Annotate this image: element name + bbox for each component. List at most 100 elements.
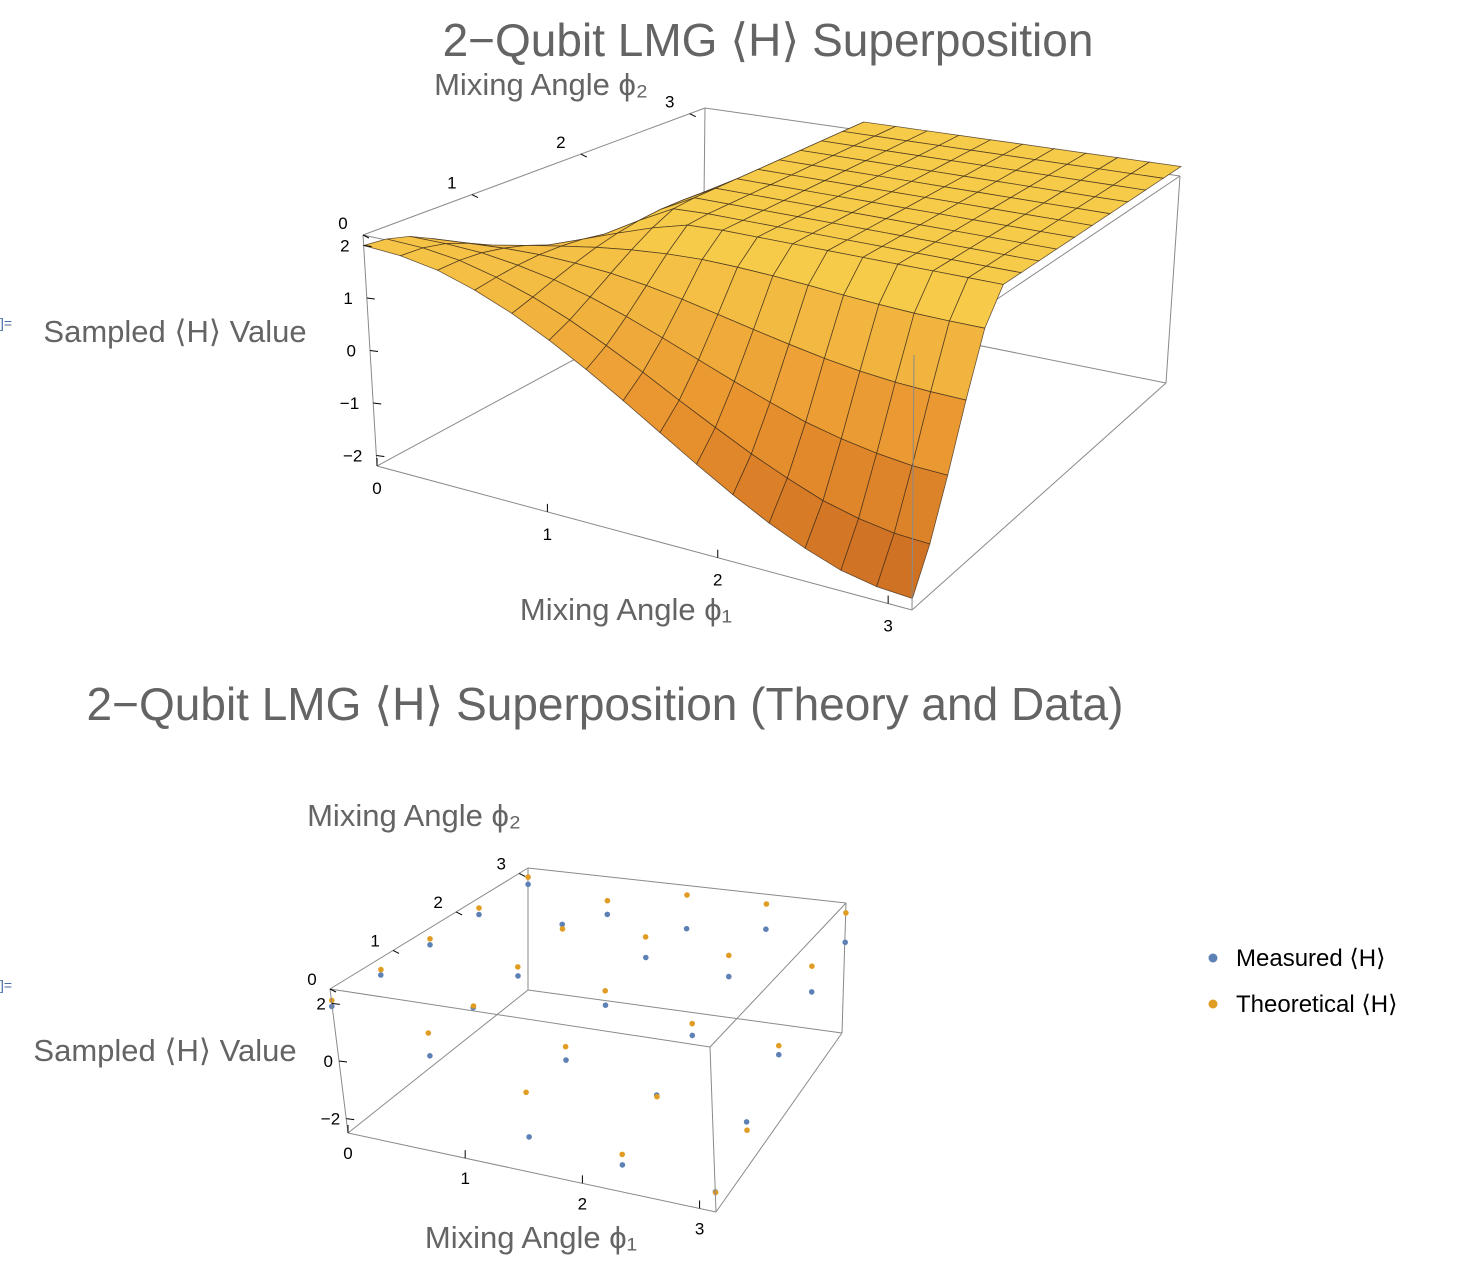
z-tick-mark bbox=[369, 350, 379, 352]
x-tick-label: 1 bbox=[543, 525, 552, 544]
measured-point bbox=[776, 1051, 782, 1058]
chart1-ticks: 0 1 2 3 0 1 2 3 −2 −1 0 1 2 bbox=[338, 93, 893, 636]
x-tick-label: 2 bbox=[713, 571, 722, 590]
x-tick-label: 0 bbox=[343, 1144, 352, 1163]
theoretical-point bbox=[476, 905, 482, 911]
chart1-title: 2−Qubit LMG ⟨H⟩ Superposition bbox=[443, 14, 1094, 66]
z-tick-label: −1 bbox=[340, 394, 359, 413]
z-tick-mark bbox=[338, 1060, 348, 1063]
theoretical-point bbox=[470, 1003, 477, 1009]
chart2-box-back bbox=[329, 867, 847, 1134]
theoretical-point bbox=[515, 964, 521, 970]
legend-theoretical-marker bbox=[1208, 999, 1218, 1009]
z-tick-mark bbox=[376, 455, 385, 457]
legend-item-theoretical[interactable]: Theoretical ⟨H⟩ bbox=[1208, 991, 1398, 1018]
measured-point bbox=[643, 954, 649, 961]
measured-point bbox=[842, 939, 848, 946]
scatter-plot[interactable]: 2−Qubit LMG ⟨H⟩ Superposition (Theory an… bbox=[0, 678, 1397, 1255]
measured-point bbox=[515, 973, 521, 979]
measured-point bbox=[559, 921, 565, 928]
y-tick-mark bbox=[392, 950, 400, 954]
theoretical-point bbox=[684, 892, 690, 898]
y-tick-label: 0 bbox=[338, 214, 347, 233]
theoretical-point bbox=[523, 1089, 529, 1096]
z-tick-mark bbox=[363, 245, 372, 247]
chart1-surface-mesh[interactable] bbox=[362, 121, 1183, 600]
y-tick-label: 1 bbox=[447, 174, 456, 193]
theoretical-point bbox=[559, 926, 566, 932]
measured-point bbox=[726, 973, 732, 980]
chart2-points[interactable] bbox=[329, 874, 849, 1196]
z-tick-label: 0 bbox=[324, 1052, 333, 1071]
legend-measured-label: Measured ⟨H⟩ bbox=[1236, 945, 1385, 972]
measured-point bbox=[525, 881, 531, 888]
theoretical-point bbox=[562, 1043, 569, 1050]
measured-point bbox=[602, 1002, 609, 1008]
z-tick-mark bbox=[373, 402, 382, 405]
z-tick-label: −2 bbox=[343, 447, 362, 466]
measured-point bbox=[427, 942, 433, 948]
y-tick-label: 2 bbox=[433, 893, 442, 912]
chart2-x-axis-label: Mixing Angle ϕ₁ bbox=[425, 1220, 637, 1255]
measured-point bbox=[743, 1119, 750, 1125]
x-tick-label: 2 bbox=[578, 1194, 587, 1213]
theoretical-point bbox=[744, 1127, 750, 1133]
theoretical-point bbox=[642, 934, 649, 940]
chart2-y-axis-label: Mixing Angle ϕ₂ bbox=[307, 798, 521, 833]
y-tick-mark bbox=[471, 194, 479, 199]
chart2-legend: Measured ⟨H⟩ Theoretical ⟨H⟩ bbox=[1208, 945, 1398, 1018]
chart1-x-axis-label: Mixing Angle ϕ₁ bbox=[520, 592, 732, 627]
legend-item-measured[interactable]: Measured ⟨H⟩ bbox=[1208, 945, 1386, 972]
y-tick-label: 0 bbox=[307, 970, 316, 989]
x-tick-label: 0 bbox=[372, 479, 381, 498]
y-tick-label: 1 bbox=[370, 931, 379, 950]
legend-theoretical-label: Theoretical ⟨H⟩ bbox=[1236, 991, 1397, 1018]
theoretical-point bbox=[525, 874, 531, 880]
x-tick-label: 3 bbox=[695, 1219, 704, 1238]
theoretical-point bbox=[602, 988, 608, 994]
surface-plot[interactable]: 2−Qubit LMG ⟨H⟩ Superposition ]= Sampled… bbox=[0, 14, 1183, 636]
x-tick-label: 1 bbox=[460, 1169, 469, 1188]
theoretical-point bbox=[425, 1030, 432, 1036]
y-tick-mark bbox=[580, 153, 588, 158]
chart1-y-axis-label: Mixing Angle ϕ₂ bbox=[434, 67, 648, 102]
measured-point bbox=[689, 1032, 696, 1039]
x-tick-label: 3 bbox=[883, 617, 892, 636]
measured-point bbox=[683, 925, 690, 932]
theoretical-point bbox=[776, 1042, 782, 1049]
z-tick-mark bbox=[366, 297, 375, 300]
theoretical-point bbox=[604, 897, 611, 904]
y-tick-mark bbox=[362, 234, 370, 239]
measured-point bbox=[427, 1053, 433, 1059]
z-tick-label: 1 bbox=[343, 289, 352, 308]
y-tick-mark bbox=[518, 872, 526, 877]
y-tick-mark bbox=[455, 911, 463, 916]
z-tick-label: 0 bbox=[347, 342, 356, 361]
theoretical-point bbox=[654, 1093, 660, 1100]
chart2-title: 2−Qubit LMG ⟨H⟩ Superposition (Theory an… bbox=[87, 678, 1124, 730]
measured-point bbox=[563, 1057, 569, 1063]
measured-point bbox=[763, 926, 769, 932]
z-tick-label: 2 bbox=[316, 994, 325, 1013]
legend-measured-marker bbox=[1208, 953, 1218, 963]
theoretical-point bbox=[427, 936, 433, 942]
measured-point bbox=[808, 989, 815, 995]
surface-patch bbox=[876, 532, 931, 600]
chart1-out-marker: ]= bbox=[0, 315, 12, 331]
theoretical-point bbox=[378, 966, 384, 973]
theoretical-point bbox=[726, 952, 732, 959]
theoretical-point bbox=[619, 1151, 625, 1158]
y-tick-label: 3 bbox=[496, 854, 505, 873]
measured-point bbox=[526, 1134, 532, 1140]
measured-point bbox=[476, 911, 482, 918]
measured-point bbox=[378, 972, 384, 978]
z-tick-label: 2 bbox=[340, 237, 349, 256]
theoretical-point bbox=[809, 963, 815, 969]
measured-point bbox=[604, 911, 611, 918]
measured-point bbox=[619, 1162, 626, 1168]
theoretical-point bbox=[763, 901, 770, 907]
theoretical-point bbox=[843, 910, 849, 916]
chart2-z-axis-label: Sampled ⟨H⟩ Value bbox=[33, 1033, 296, 1068]
